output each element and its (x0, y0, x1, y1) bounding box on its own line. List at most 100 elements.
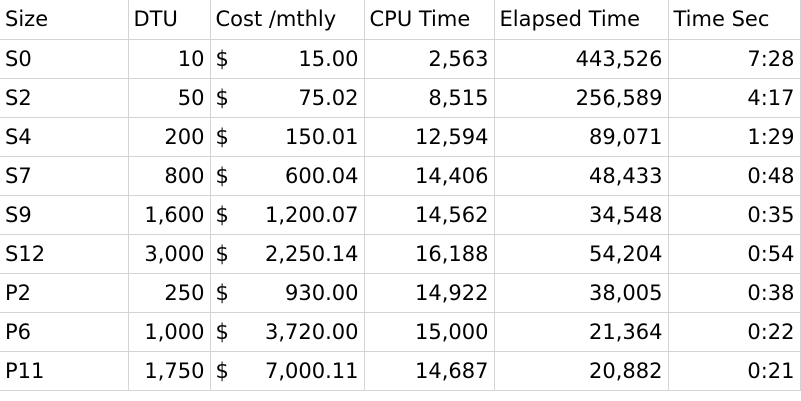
header-time-sec[interactable]: Time Sec (668, 0, 801, 40)
currency-symbol: $ (215, 319, 229, 344)
cell-dtu[interactable]: 3,000 (128, 234, 211, 274)
cell-size[interactable]: P2 (0, 273, 129, 313)
table-row: S9 1,600 $1,200.07 14,562 34,548 0:35 (0, 195, 801, 235)
header-row: Size DTU Cost /mthly CPU Time Elapsed Ti… (0, 0, 801, 40)
table-row: P11 1,750 $7,000.11 14,687 20,882 0:21 (0, 351, 801, 391)
cell-cpu-time[interactable]: 8,515 (364, 78, 495, 118)
cell-dtu[interactable]: 1,600 (128, 195, 211, 235)
cell-cost-monthly[interactable]: $7,000.11 (210, 351, 365, 391)
currency-symbol: $ (215, 241, 229, 266)
cell-cost-monthly[interactable]: $1,200.07 (210, 195, 365, 235)
cost-value-wrap: $600.04 (216, 164, 359, 188)
cell-elapsed-time[interactable]: 256,589 (494, 78, 669, 118)
cell-time-sec[interactable]: 0:21 (668, 351, 801, 391)
cell-cpu-time[interactable]: 15,000 (364, 312, 495, 352)
cell-size[interactable]: S4 (0, 117, 129, 157)
cell-cpu-time[interactable]: 14,687 (364, 351, 495, 391)
cost-amount: 15.00 (298, 46, 359, 71)
table-row: P2 250 $930.00 14,922 38,005 0:38 (0, 273, 801, 313)
cell-cpu-time[interactable]: 14,922 (364, 273, 495, 313)
currency-symbol: $ (215, 358, 229, 383)
cell-size[interactable]: S2 (0, 78, 129, 118)
table-row: S7 800 $600.04 14,406 48,433 0:48 (0, 156, 801, 196)
header-elapsed-time[interactable]: Elapsed Time (494, 0, 669, 40)
header-dtu[interactable]: DTU (128, 0, 211, 40)
cell-dtu[interactable]: 10 (128, 39, 211, 79)
table-body: S0 10 $15.00 2,563 443,526 7:28 S2 50 $75.02 8,51… (0, 39, 801, 391)
cell-size[interactable]: S0 (0, 39, 129, 79)
currency-symbol: $ (215, 124, 229, 149)
cell-elapsed-time[interactable]: 20,882 (494, 351, 669, 391)
table-row: S0 10 $15.00 2,563 443,526 7:28 (0, 39, 801, 79)
cell-time-sec[interactable]: 7:28 (668, 39, 801, 79)
cost-amount: 75.02 (298, 85, 359, 110)
table-row: S2 50 $75.02 8,515 256,589 4:17 (0, 78, 801, 118)
cell-cpu-time[interactable]: 14,406 (364, 156, 495, 196)
cost-value-wrap: $930.00 (216, 281, 359, 305)
header-cost-monthly[interactable]: Cost /mthly (210, 0, 365, 40)
cell-elapsed-time[interactable]: 34,548 (494, 195, 669, 235)
cost-value-wrap: $3,720.00 (216, 320, 359, 344)
cost-value-wrap: $15.00 (216, 47, 359, 71)
cell-cpu-time[interactable]: 2,563 (364, 39, 495, 79)
cell-elapsed-time[interactable]: 48,433 (494, 156, 669, 196)
cell-time-sec[interactable]: 0:48 (668, 156, 801, 196)
cell-cost-monthly[interactable]: $2,250.14 (210, 234, 365, 274)
cost-amount: 2,250.14 (264, 241, 359, 266)
table-row: S4 200 $150.01 12,594 89,071 1:29 (0, 117, 801, 157)
cell-size[interactable]: S9 (0, 195, 129, 235)
cell-dtu[interactable]: 800 (128, 156, 211, 196)
cost-amount: 600.04 (285, 163, 359, 188)
cell-size[interactable]: P11 (0, 351, 129, 391)
cell-size[interactable]: S12 (0, 234, 129, 274)
currency-symbol: $ (215, 280, 229, 305)
cell-cost-monthly[interactable]: $150.01 (210, 117, 365, 157)
cell-time-sec[interactable]: 4:17 (668, 78, 801, 118)
cell-time-sec[interactable]: 0:54 (668, 234, 801, 274)
table-row: S12 3,000 $2,250.14 16,188 54,204 0:54 (0, 234, 801, 274)
cell-time-sec[interactable]: 0:35 (668, 195, 801, 235)
cost-amount: 150.01 (285, 124, 359, 149)
pricing-performance-table: Size DTU Cost /mthly CPU Time Elapsed Ti… (0, 0, 801, 391)
cost-amount: 7,000.11 (264, 358, 359, 383)
cost-amount: 1,200.07 (264, 202, 359, 227)
cell-cost-monthly[interactable]: $15.00 (210, 39, 365, 79)
cell-elapsed-time[interactable]: 38,005 (494, 273, 669, 313)
cell-elapsed-time[interactable]: 89,071 (494, 117, 669, 157)
cell-cost-monthly[interactable]: $3,720.00 (210, 312, 365, 352)
cell-dtu[interactable]: 50 (128, 78, 211, 118)
cost-value-wrap: $2,250.14 (216, 242, 359, 266)
cell-cost-monthly[interactable]: $75.02 (210, 78, 365, 118)
currency-symbol: $ (215, 163, 229, 188)
cell-dtu[interactable]: 200 (128, 117, 211, 157)
cell-dtu[interactable]: 1,000 (128, 312, 211, 352)
cost-value-wrap: $7,000.11 (216, 359, 359, 383)
table-row: P6 1,000 $3,720.00 15,000 21,364 0:22 (0, 312, 801, 352)
header-cpu-time[interactable]: CPU Time (364, 0, 495, 40)
header-size[interactable]: Size (0, 0, 129, 40)
cell-elapsed-time[interactable]: 54,204 (494, 234, 669, 274)
cost-value-wrap: $1,200.07 (216, 203, 359, 227)
cell-elapsed-time[interactable]: 443,526 (494, 39, 669, 79)
cell-cpu-time[interactable]: 12,594 (364, 117, 495, 157)
cell-dtu[interactable]: 1,750 (128, 351, 211, 391)
cost-amount: 3,720.00 (264, 319, 359, 344)
cell-cpu-time[interactable]: 16,188 (364, 234, 495, 274)
cost-amount: 930.00 (285, 280, 359, 305)
cell-size[interactable]: P6 (0, 312, 129, 352)
cell-time-sec[interactable]: 0:22 (668, 312, 801, 352)
cell-cost-monthly[interactable]: $600.04 (210, 156, 365, 196)
currency-symbol: $ (215, 46, 229, 71)
cost-value-wrap: $150.01 (216, 125, 359, 149)
currency-symbol: $ (215, 202, 229, 227)
cell-cpu-time[interactable]: 14,562 (364, 195, 495, 235)
cell-elapsed-time[interactable]: 21,364 (494, 312, 669, 352)
cell-cost-monthly[interactable]: $930.00 (210, 273, 365, 313)
cell-time-sec[interactable]: 0:38 (668, 273, 801, 313)
cost-value-wrap: $75.02 (216, 86, 359, 110)
currency-symbol: $ (215, 85, 229, 110)
cell-time-sec[interactable]: 1:29 (668, 117, 801, 157)
cell-size[interactable]: S7 (0, 156, 129, 196)
cell-dtu[interactable]: 250 (128, 273, 211, 313)
